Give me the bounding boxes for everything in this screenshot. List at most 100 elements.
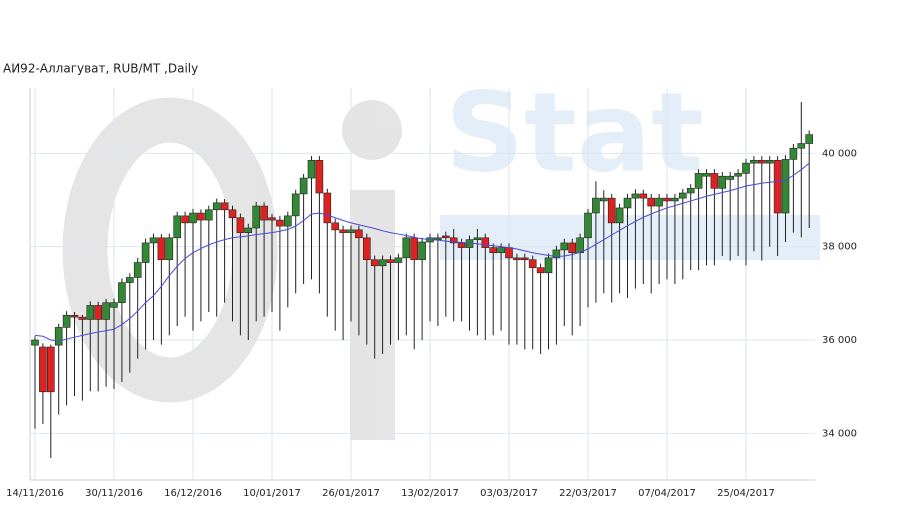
candle-body (307, 160, 316, 179)
candle-body (481, 237, 490, 248)
candle-body (276, 219, 284, 227)
candle-body (31, 339, 39, 346)
candle-body (726, 175, 735, 180)
candle-body (228, 209, 237, 219)
x-tick-label: 10/01/2017 (243, 488, 301, 499)
candle-body (323, 192, 332, 224)
candle-body (631, 193, 640, 199)
candle-body (765, 160, 774, 164)
candle-body (46, 346, 55, 393)
plot (31, 102, 814, 459)
chart-title: АИ92-Аллагуват, RUB/MT ,Daily (3, 62, 198, 76)
x-tick-label: 03/03/2017 (480, 488, 538, 499)
candle-body (750, 160, 758, 164)
candle-body (607, 197, 616, 224)
candle-body (520, 257, 529, 261)
candle-body (710, 173, 719, 189)
candle-body (378, 259, 387, 267)
candle-body (797, 143, 806, 149)
candle-body (141, 242, 150, 263)
x-tick-label: 16/12/2016 (164, 488, 222, 499)
watermark-text: Stat (445, 68, 704, 196)
candle-body (505, 247, 513, 259)
candle-body (528, 259, 537, 268)
candle-body (347, 229, 355, 233)
candle-body (473, 237, 482, 240)
candle-body (283, 215, 292, 227)
candle-body (449, 237, 458, 244)
candle-body (584, 212, 592, 239)
candle-body (434, 237, 442, 240)
candle-body (370, 259, 379, 267)
candle-body (568, 242, 577, 254)
candle-body (663, 197, 671, 202)
candle-body (236, 217, 245, 233)
candle-body (410, 237, 419, 261)
candle-body (133, 262, 142, 278)
candle-body (86, 305, 95, 320)
candle-body (441, 235, 450, 239)
candle-body (94, 305, 102, 320)
candle-body (102, 302, 110, 320)
candle-body (315, 160, 324, 194)
x-tick-label: 26/01/2017 (322, 488, 380, 499)
candle-body (126, 277, 134, 283)
candle-body (39, 346, 47, 393)
candle-body (173, 215, 181, 239)
candle-body (718, 175, 727, 189)
candle-body (244, 227, 253, 233)
candle-body (54, 327, 63, 346)
y-tick-label: 34 000 (822, 428, 857, 439)
x-tick-label: 22/03/2017 (559, 488, 617, 499)
candle-body (165, 237, 174, 261)
candle-body (623, 197, 632, 209)
logo-dot (342, 100, 402, 160)
candle-body (362, 237, 371, 261)
candle-body (655, 197, 663, 207)
candle-body (197, 212, 205, 221)
candle-body (734, 173, 742, 177)
candle-body (418, 241, 426, 261)
candle-body (671, 197, 679, 202)
candle-body (536, 267, 545, 274)
candle-body (757, 160, 766, 164)
candle-body (592, 197, 600, 214)
candle-body (110, 302, 118, 308)
candle-body (552, 249, 561, 259)
candle-body (78, 316, 87, 320)
candle-body (789, 147, 798, 160)
candle-body (742, 162, 750, 174)
candle-body (402, 237, 411, 259)
y-tick-label: 38 000 (822, 242, 857, 253)
candle-body (773, 160, 782, 214)
x-tick-label: 30/11/2016 (85, 488, 143, 499)
candle-body (386, 259, 395, 263)
x-tick-label: 25/04/2017 (717, 488, 775, 499)
candle-body (149, 237, 158, 244)
candle-body (189, 212, 197, 224)
candle-body (212, 202, 221, 211)
candle-body (599, 197, 608, 202)
logo-o (62, 97, 278, 403)
candle-body (70, 314, 79, 318)
x-tick-label: 07/04/2017 (638, 488, 696, 499)
candle-body (686, 188, 695, 194)
candle-body (805, 134, 814, 144)
candle-body (62, 314, 71, 328)
candle-body (252, 205, 260, 229)
candle-body (205, 209, 213, 221)
candle-body (299, 177, 308, 195)
candle-body (781, 159, 790, 214)
candle-body (513, 257, 521, 261)
watermark-bar (440, 215, 820, 260)
candle-body (544, 257, 553, 274)
candle-body (157, 237, 166, 261)
y-tick-label: 36 000 (822, 335, 857, 346)
candle-body (497, 247, 505, 254)
candle-body (576, 237, 584, 254)
candle-body (268, 217, 276, 221)
candle-body (260, 205, 268, 221)
candle-body (457, 242, 466, 248)
candle-body (118, 282, 126, 303)
